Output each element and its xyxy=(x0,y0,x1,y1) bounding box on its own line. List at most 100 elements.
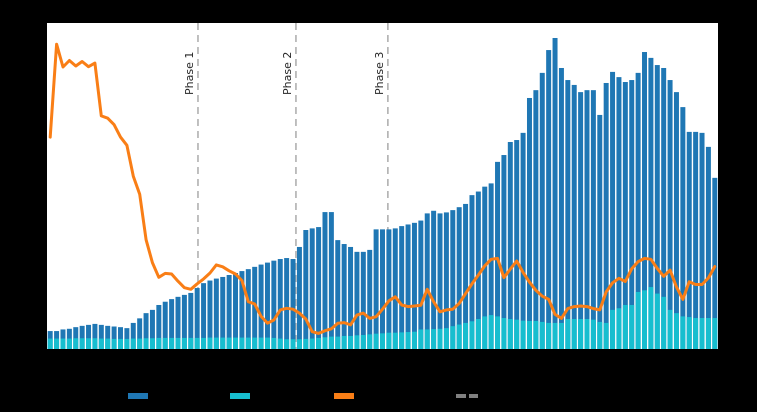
primary-bars-bar xyxy=(73,327,79,349)
primary-bars-bar xyxy=(520,132,526,349)
primary-bars-bar xyxy=(635,72,641,349)
secondary-bars-bar xyxy=(264,337,270,349)
secondary-bars-bar xyxy=(693,318,699,349)
secondary-bars-bar xyxy=(590,319,596,349)
primary-bars-bar xyxy=(207,280,213,349)
primary-bars-bar xyxy=(386,229,392,349)
primary-bars-bar xyxy=(699,132,705,349)
secondary-bars-bar xyxy=(54,338,60,349)
primary-bars-bar xyxy=(252,266,258,349)
secondary-bars-bar xyxy=(526,320,532,349)
secondary-bars-bar xyxy=(642,290,648,349)
primary-bars-bar xyxy=(181,294,187,349)
primary-bars-bar xyxy=(475,191,481,349)
secondary-bars-bar xyxy=(220,337,226,349)
primary-bars-bar xyxy=(245,269,251,349)
secondary-bars-bar xyxy=(284,339,290,349)
legend-swatch-secondary-bars xyxy=(230,393,250,399)
secondary-bars-bar xyxy=(475,319,481,349)
primary-bars-bar xyxy=(501,155,507,349)
primary-bars-bar xyxy=(322,212,328,349)
primary-bars-bar xyxy=(341,244,347,349)
primary-bars-bar xyxy=(546,50,552,349)
primary-bars-bar xyxy=(130,322,136,349)
secondary-bars-bar xyxy=(348,335,354,349)
primary-bars-bar xyxy=(488,183,494,349)
secondary-bars-bar xyxy=(686,317,692,349)
primary-bars-bar xyxy=(667,80,673,349)
secondary-bars-bar xyxy=(552,322,558,349)
secondary-bars-bar xyxy=(482,316,488,349)
primary-bars-bar xyxy=(316,227,322,349)
primary-bars-bar xyxy=(603,82,609,349)
secondary-bars-bar xyxy=(316,337,322,349)
primary-bars-bar xyxy=(590,90,596,349)
legend-dash-icon xyxy=(456,394,466,398)
secondary-bars-bar xyxy=(194,337,200,349)
secondary-bars-bar xyxy=(705,318,711,349)
primary-bars-bar xyxy=(431,210,437,349)
primary-bars-bar xyxy=(565,80,571,349)
primary-bars-bar xyxy=(226,274,232,349)
secondary-bars-bar xyxy=(258,337,264,349)
primary-bars-bar xyxy=(156,304,162,349)
secondary-bars-bar xyxy=(680,316,686,349)
secondary-bars-bar xyxy=(597,321,603,349)
secondary-bars-bar xyxy=(654,293,660,349)
secondary-bars-bar xyxy=(507,319,513,349)
secondary-bars-bar xyxy=(213,337,219,349)
secondary-bars-bar xyxy=(565,319,571,349)
secondary-bars-bar xyxy=(149,338,155,349)
primary-bars-bar xyxy=(539,72,545,349)
chart-legend xyxy=(0,392,757,402)
secondary-bars-bar xyxy=(699,318,705,349)
secondary-bars-bar xyxy=(341,335,347,349)
secondary-bars-bar xyxy=(181,337,187,349)
secondary-bars-bar xyxy=(156,337,162,349)
secondary-bars-bar xyxy=(367,334,373,349)
primary-bars-bar xyxy=(507,141,513,349)
secondary-bars-bar xyxy=(546,322,552,349)
secondary-bars-bar xyxy=(661,296,667,349)
primary-bars-bar xyxy=(124,328,130,349)
trend-line xyxy=(48,42,717,335)
secondary-bars-bar xyxy=(635,291,641,349)
secondary-bars-bar xyxy=(290,339,296,349)
phase-label: Phase 3 xyxy=(373,52,386,95)
secondary-bars-bar xyxy=(252,337,258,349)
primary-bars-bar xyxy=(277,259,283,349)
primary-bars-bar xyxy=(98,324,104,349)
secondary-bars-bar xyxy=(245,337,251,349)
primary-bars-bar xyxy=(469,195,475,349)
secondary-bars-bar xyxy=(60,338,66,349)
primary-bars-bar xyxy=(360,251,366,349)
primary-bars-bar xyxy=(175,296,181,349)
secondary-bars-bar xyxy=(309,338,315,349)
primary-bars-bar xyxy=(105,325,111,349)
primary-bars-bar xyxy=(514,140,520,349)
primary-bars-bar xyxy=(661,67,667,349)
secondary-bars-bar xyxy=(335,336,341,349)
primary-bars-bar xyxy=(705,146,711,349)
primary-bars-bar xyxy=(552,37,558,349)
secondary-bars-bar xyxy=(603,322,609,349)
primary-bars-bar xyxy=(392,228,398,349)
legend-swatch-trend-line xyxy=(334,393,354,399)
secondary-bars-bar xyxy=(207,337,213,349)
chart-canvas: Phase 1 Phase 2 Phase 3 xyxy=(47,23,718,349)
secondary-bars-bar xyxy=(405,332,411,349)
secondary-bars-bar xyxy=(539,321,545,349)
secondary-bars-bar xyxy=(322,337,328,349)
primary-bars-bar xyxy=(92,323,98,349)
secondary-bars-bar xyxy=(360,334,366,349)
primary-bars-bar xyxy=(271,260,277,349)
secondary-bars-bar xyxy=(226,337,232,349)
primary-bars-bar xyxy=(533,90,539,349)
secondary-bars-bar xyxy=(111,338,117,349)
secondary-bars-bar xyxy=(328,336,334,349)
primary-bars-bar xyxy=(296,246,302,349)
primary-bars-bar xyxy=(463,203,469,349)
primary-bars-bar xyxy=(201,283,207,349)
secondary-bars-bar xyxy=(162,337,168,349)
